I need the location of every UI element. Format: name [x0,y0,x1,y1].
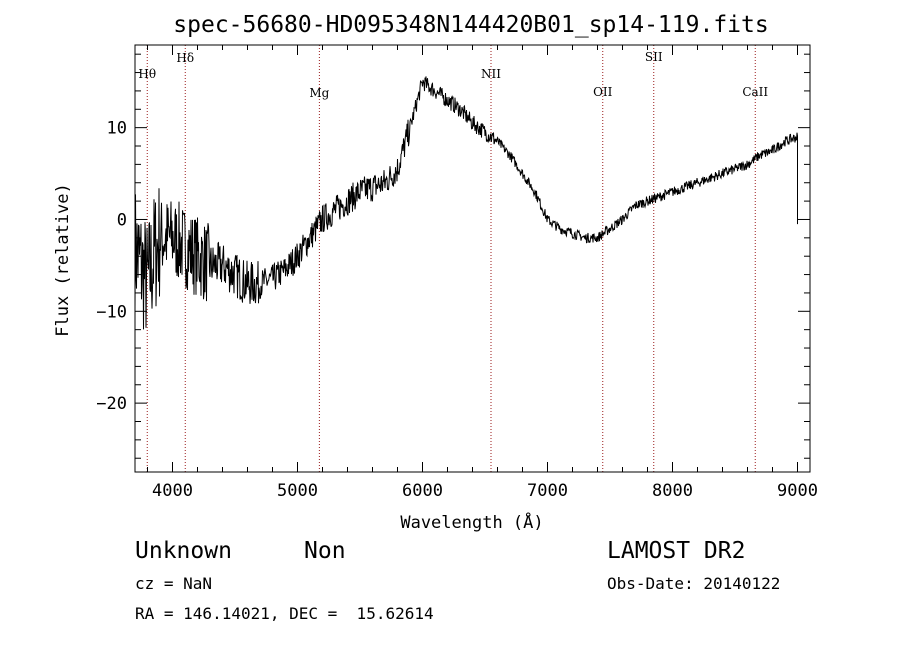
chart-title: spec-56680-HD095348N144420B01_sp14-119.f… [173,12,768,38]
x-tick-label: 6000 [402,481,443,501]
spectral-line-label: Hθ [138,67,156,81]
spectral-line-label: Hδ [176,51,194,65]
spectral-line-label: Mg [309,86,329,100]
object-subclass: Non [304,538,346,564]
x-tick-label: 8000 [652,481,693,501]
coordinates: RA = 146.14021, DEC = 15.62614 [135,604,434,623]
spectral-line-label: OII [593,85,613,99]
x-tick-label: 7000 [527,481,568,501]
object-class: Unknown [135,538,232,564]
x-tick-label: 4000 [152,481,193,501]
x-tick-label: 9000 [777,481,818,501]
redshift-readout: cz = NaN [135,574,213,593]
y-axis-label: Flux (relative) [53,183,73,337]
spectrum-series [134,76,798,330]
y-tick-label: 10 [107,119,127,139]
x-axis-label: Wavelength (Å) [400,511,543,533]
spectral-line-label: NII [481,67,501,81]
x-tick-label: 5000 [277,481,318,501]
x-axis-ticks: 4000 5000 6000 7000 8000 9000 [147,45,818,501]
obs-date: Obs-Date: 20140122 [607,574,781,593]
y-tick-label: −20 [96,394,127,414]
spectral-line-label: SII [645,50,663,64]
survey-name: LAMOST DR2 [607,538,746,564]
y-axis-ticks: −20 −10 0 10 [96,53,810,459]
y-tick-label: 0 [117,210,127,230]
spectral-line-label: CaII [742,85,768,99]
y-tick-label: −10 [96,302,127,322]
